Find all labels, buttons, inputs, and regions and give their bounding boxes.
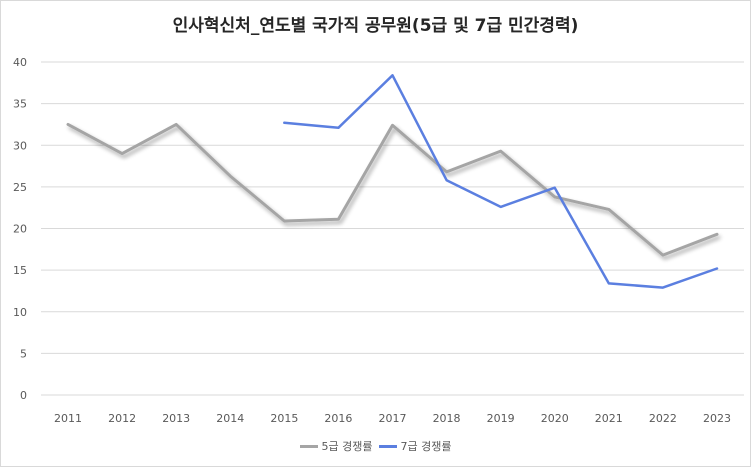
x-tick-label: 2015: [270, 412, 298, 425]
legend-item-7급: 7급 경쟁률: [378, 438, 452, 454]
y-axis-ticks: 0 5 10 15 20 25 30 35 40: [13, 56, 27, 402]
x-tick-label: 2016: [324, 412, 352, 425]
y-tick-label: 10: [13, 306, 27, 319]
y-tick-label: 15: [13, 264, 27, 277]
legend-label-5급: 5급 경쟁률: [321, 440, 373, 453]
series-lines: [66, 74, 719, 289]
x-tick-label: 2014: [216, 412, 244, 425]
x-tick-label: 2019: [487, 412, 515, 425]
x-tick-label: 2013: [162, 412, 190, 425]
x-tick-label: 2017: [379, 412, 407, 425]
x-tick-label: 2023: [703, 412, 731, 425]
y-tick-label: 35: [13, 98, 27, 111]
series-line-5급 경쟁률: [66, 122, 719, 257]
x-tick-label: 2011: [54, 412, 82, 425]
y-tick-label: 5: [20, 347, 27, 360]
y-tick-label: 0: [20, 389, 27, 402]
x-tick-label: 2021: [595, 412, 623, 425]
legend-item-5급: 5급 경쟁률: [299, 438, 373, 454]
legend: 5급 경쟁률 7급 경쟁률: [1, 438, 750, 454]
y-tick-label: 40: [13, 56, 27, 69]
x-axis-ticks: 2011 2012 2013 2014 2015 2016 2017 2018 2019 2020…: [54, 412, 731, 425]
legend-swatch-5급: [299, 444, 318, 448]
chart-title: 인사혁신처_연도별 국가직 공무원(5급 및 7급 민간경력): [172, 16, 579, 36]
y-tick-label: 20: [13, 223, 27, 236]
series-line-7급 경쟁률: [283, 74, 719, 289]
gridlines: [41, 61, 744, 396]
legend-label-7급: 7급 경쟁률: [400, 440, 452, 453]
x-tick-label: 2020: [541, 412, 569, 425]
y-tick-label: 25: [13, 181, 27, 194]
x-tick-label: 2012: [108, 412, 136, 425]
x-tick-label: 2022: [649, 412, 677, 425]
y-tick-label: 30: [13, 139, 27, 152]
legend-swatch-7급: [378, 444, 397, 448]
x-tick-label: 2018: [433, 412, 461, 425]
